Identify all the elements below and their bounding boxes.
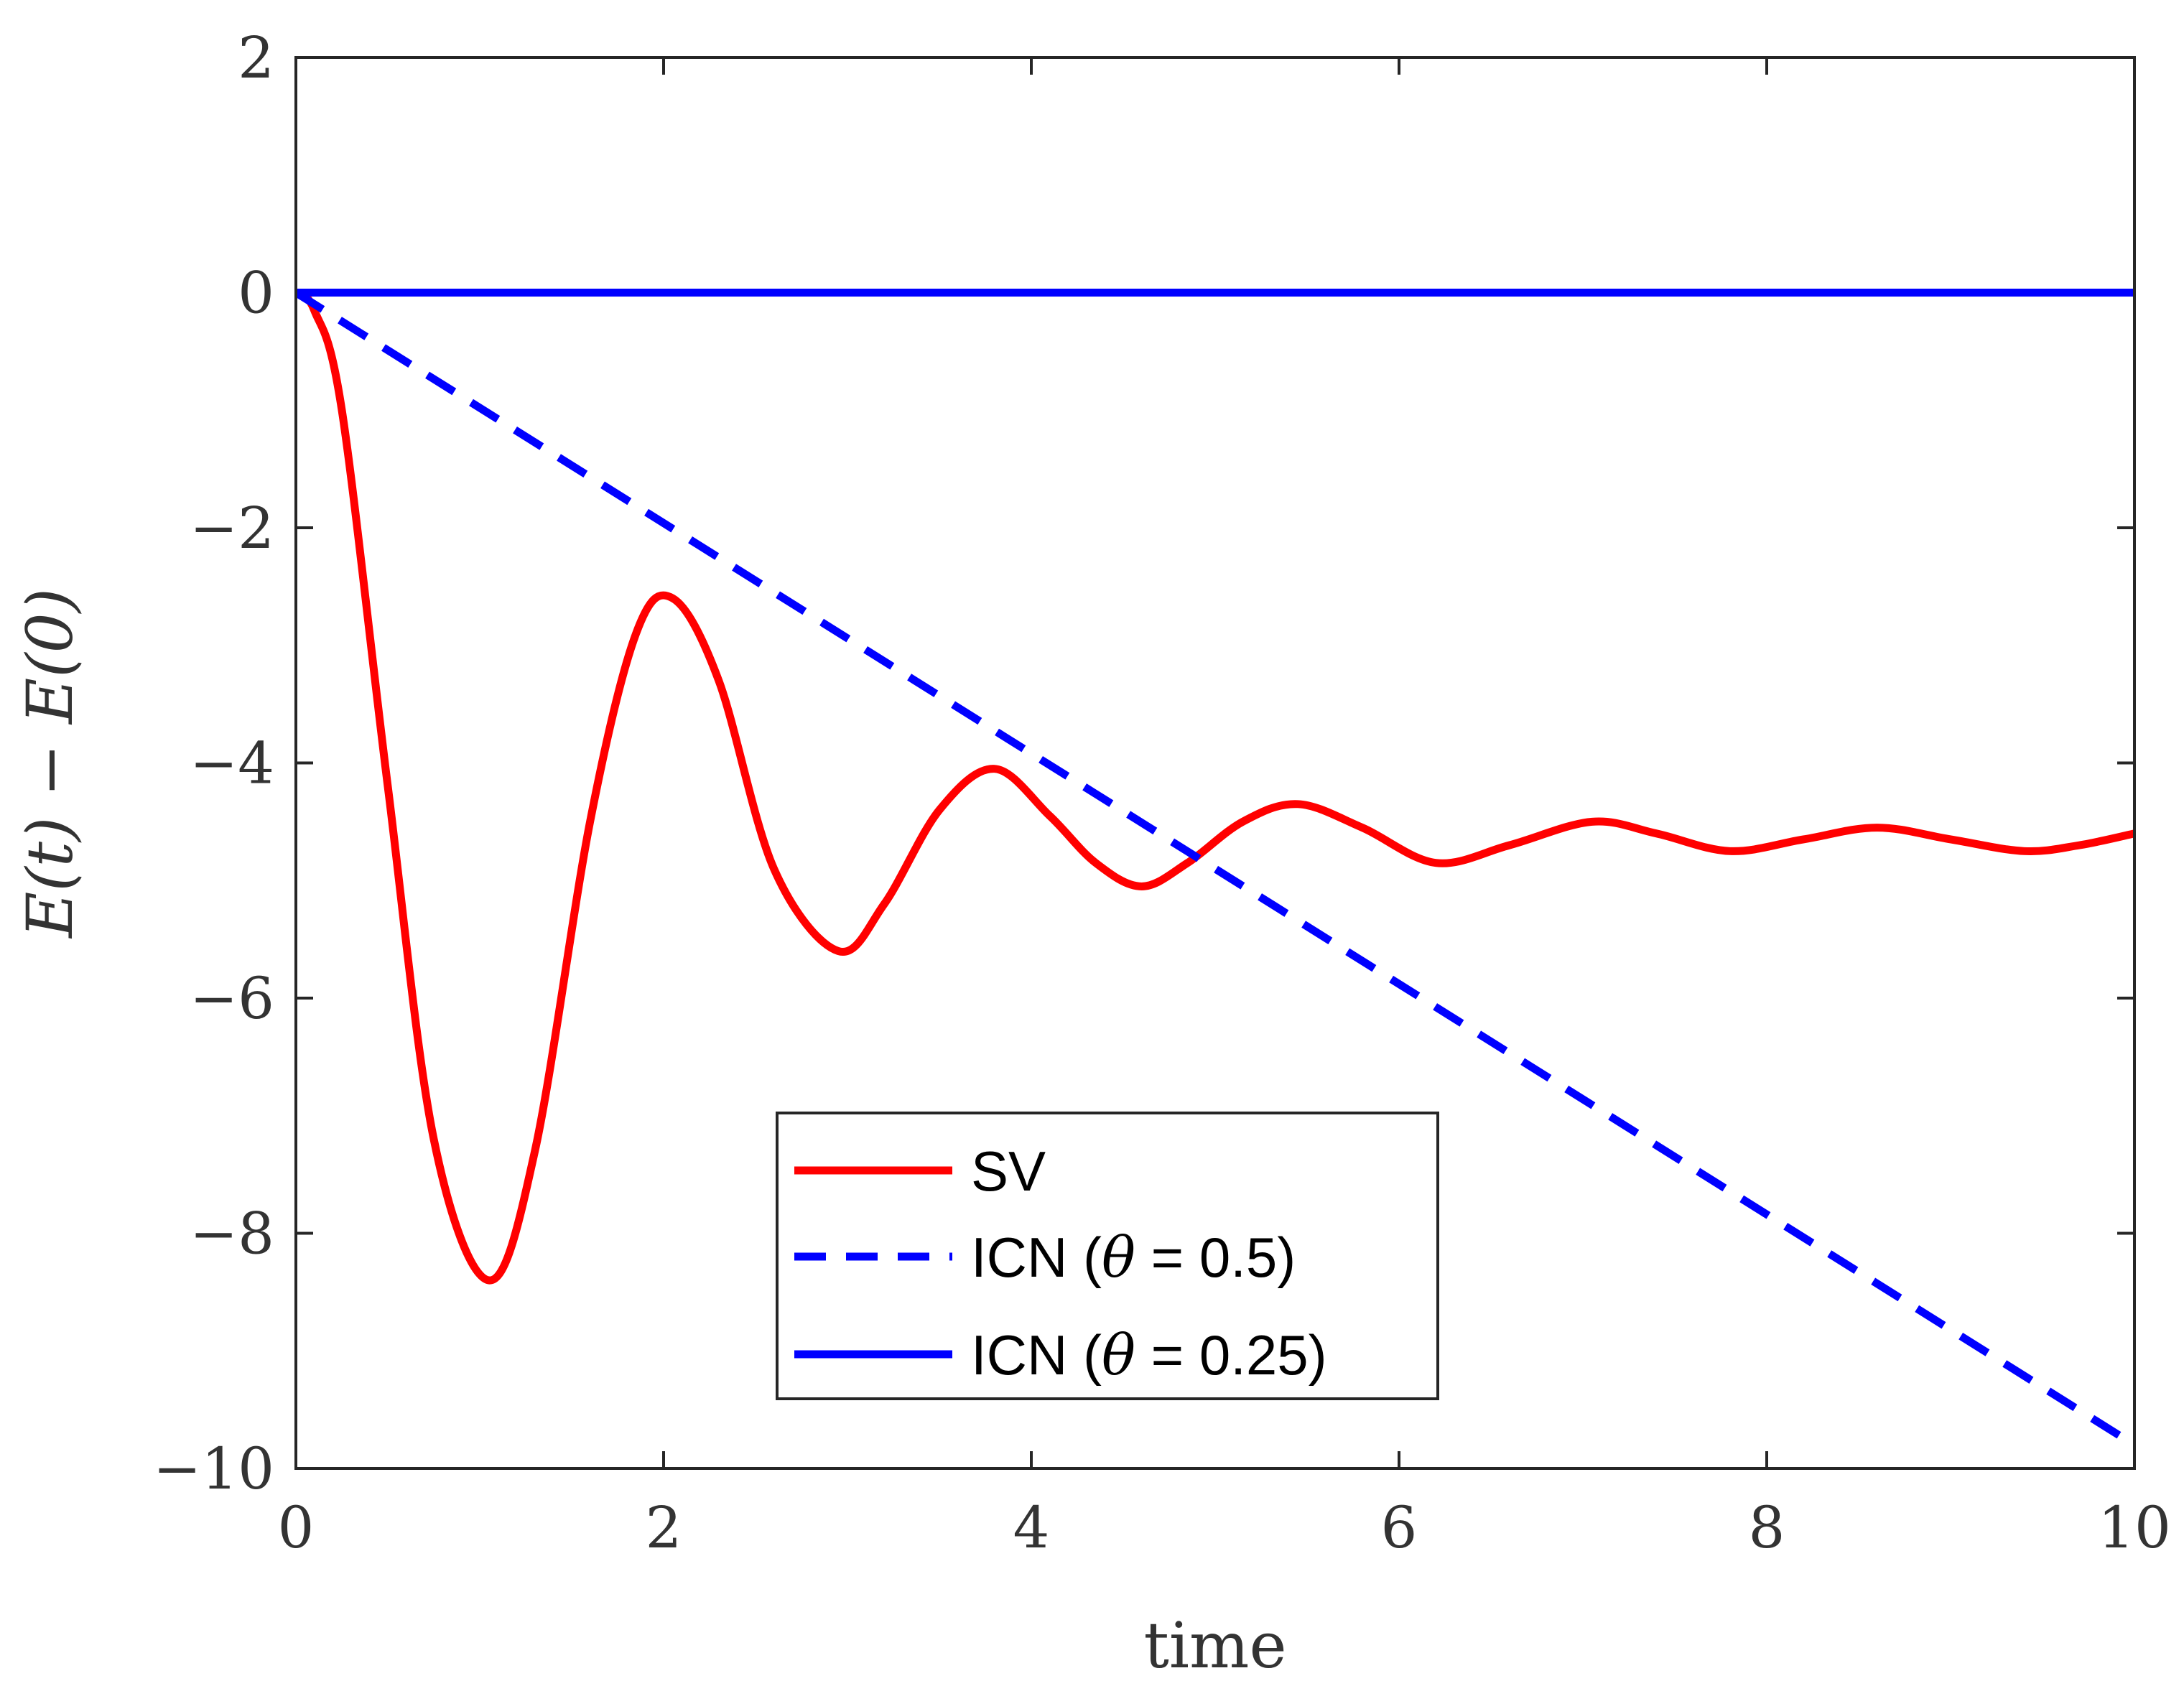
y-axis-label: E(t) − E(0): [13, 588, 87, 939]
legend-label-1: ICN (θ = 0.5): [971, 1226, 1296, 1290]
x-tick-label: 8: [1749, 1494, 1785, 1561]
plot-frame: [294, 56, 2136, 1470]
x-axis-label: time: [1143, 1608, 1286, 1682]
series-layer: [296, 289, 2134, 1448]
y-tick-label: −4: [190, 730, 274, 797]
y-tick-label: −10: [153, 1435, 274, 1502]
y-tick-label: 2: [238, 24, 274, 91]
tick-labels: 0 2 4 6 8 10 −10 −8 −6 −4 −2 0 2: [153, 24, 2171, 1561]
legend-label-0: SV: [971, 1140, 1046, 1203]
x-tick-label: 6: [1381, 1494, 1418, 1561]
legend-label-2: ICN (θ = 0.25): [971, 1323, 1327, 1388]
y-tick-label: −8: [190, 1201, 274, 1267]
x-tick-label: 2: [646, 1494, 682, 1561]
legend: SV ICN (θ = 0.5) ICN (θ = 0.25): [776, 1112, 1439, 1400]
x-tick-label: 0: [278, 1494, 315, 1561]
x-tick-label: 10: [2098, 1494, 2171, 1561]
series-line-0: [296, 289, 2134, 1285]
x-tick-label: 4: [1013, 1494, 1050, 1561]
y-tick-label: −2: [190, 495, 274, 562]
y-tick-label: 0: [238, 260, 274, 327]
y-tick-label: −6: [190, 965, 274, 1032]
